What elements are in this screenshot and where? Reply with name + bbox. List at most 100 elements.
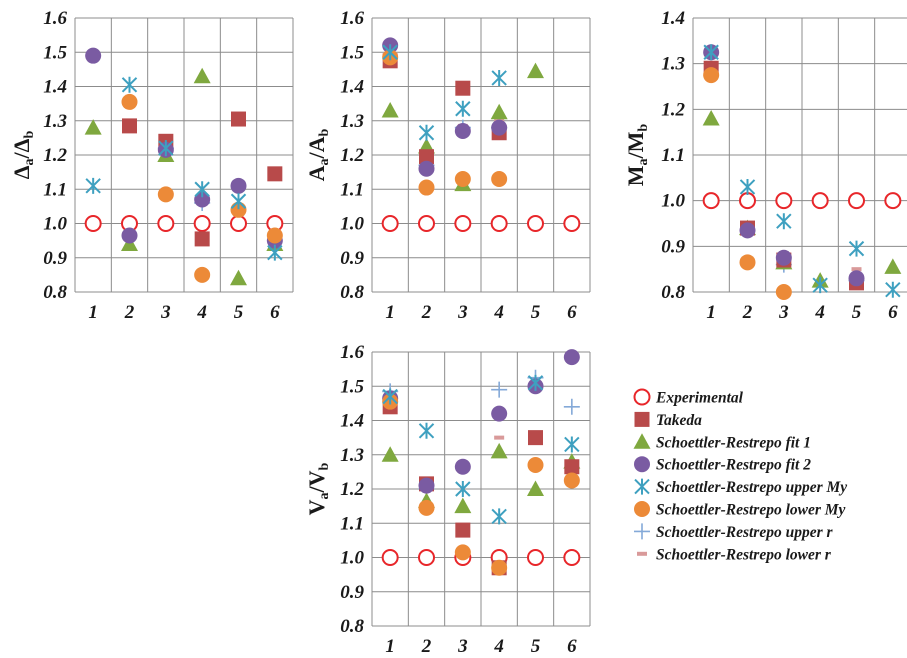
- x-tick-label: 4: [814, 302, 825, 323]
- data-point: [230, 177, 247, 194]
- legend-entry: Schoettler-Restrepo upper r: [634, 523, 833, 541]
- y-tick-label: 1.3: [661, 54, 685, 75]
- data-point: [158, 140, 174, 157]
- data-point: [494, 435, 505, 440]
- y-tick-label: 1.6: [340, 342, 364, 363]
- data-point: [775, 192, 793, 210]
- data-point: [527, 215, 544, 232]
- x-tick-label: 2: [421, 302, 432, 323]
- y-tick-label: 1.0: [340, 548, 364, 569]
- y-tick-label: 1.5: [43, 42, 67, 63]
- data-point: [230, 193, 247, 210]
- y-tick-label: 0.8: [661, 282, 685, 303]
- y-tick-label: 0.9: [340, 248, 364, 269]
- x-tick-label: 6: [567, 302, 577, 323]
- data-point: [418, 179, 435, 196]
- data-point: [527, 374, 544, 391]
- legend-marker: [634, 523, 650, 540]
- series-schoettler-restrepo-upper-my: [85, 76, 283, 261]
- data-point: [491, 381, 508, 398]
- data-point: [563, 215, 581, 232]
- legend-entry: Schoettler-Restrepo lower r: [637, 546, 832, 563]
- series-experimental: [381, 215, 581, 232]
- y-axis-label: Aa/Ab: [304, 128, 332, 181]
- data-point: [381, 215, 399, 232]
- data-point: [455, 80, 471, 96]
- y-tick-label: 1.4: [43, 77, 67, 98]
- y-tick-label: 1.1: [340, 179, 364, 200]
- data-point: [563, 549, 581, 566]
- x-tick-label: 5: [531, 302, 541, 323]
- data-point: [851, 267, 862, 272]
- series-schoettler-restrepo-lower-my: [703, 67, 792, 300]
- data-point: [455, 100, 471, 117]
- data-point: [157, 186, 174, 203]
- legend-label: Schoettler-Restrepo lower My: [656, 502, 846, 519]
- x-tick-label: 1: [88, 302, 98, 323]
- legend-label: Schoettler-Restrepo fit 2: [656, 457, 811, 474]
- data-point: [564, 436, 580, 453]
- chart-panel-3: 0.8 0.9 1.0 1.1 1.2 1.3 1.4 1 2 3 4 5 6 Ma/Mb: [623, 8, 907, 323]
- x-tick-label: 1: [385, 302, 395, 323]
- legend-label: Schoettler-Restrepo fit 1: [656, 434, 811, 451]
- y-tick-label: 1.5: [340, 376, 364, 397]
- y-axis-label: Va/Vb: [304, 462, 332, 515]
- x-tick-label: 5: [531, 636, 541, 657]
- x-tick-label: 4: [196, 302, 207, 323]
- x-tick-label: 4: [493, 636, 504, 657]
- data-point: [418, 215, 435, 232]
- legend-marker: [633, 433, 651, 449]
- data-point: [194, 191, 211, 208]
- x-tick-label: 5: [234, 302, 244, 323]
- data-point: [231, 111, 246, 127]
- data-point: [884, 192, 902, 210]
- data-point: [703, 44, 719, 61]
- x-tick-label: 3: [778, 302, 789, 323]
- data-point: [527, 457, 544, 474]
- x-tick-label: 2: [421, 636, 432, 657]
- y-tick-label: 1.6: [340, 8, 364, 29]
- data-point: [848, 240, 865, 257]
- x-tick-label: 6: [888, 302, 898, 323]
- data-point: [418, 160, 435, 177]
- data-point: [739, 192, 756, 210]
- y-tick-label: 1.2: [43, 145, 67, 166]
- data-point: [382, 44, 398, 61]
- x-tick-label: 2: [742, 302, 753, 323]
- data-point: [418, 124, 435, 141]
- data-point: [454, 215, 472, 232]
- data-point: [491, 508, 507, 525]
- y-tick-label: 0.9: [340, 582, 364, 603]
- legend-label: Schoettler-Restrepo upper My: [656, 479, 847, 496]
- legend-marker: [633, 388, 651, 406]
- data-point: [418, 477, 435, 494]
- data-point: [528, 430, 543, 446]
- x-tick-label: 4: [493, 302, 504, 323]
- data-point: [491, 119, 508, 136]
- data-point: [419, 149, 434, 165]
- data-point: [848, 192, 865, 210]
- series-schoettler-restrepo-fit-2: [85, 47, 283, 249]
- legend-entry: Experimental: [633, 388, 744, 407]
- y-tick-label: 0.8: [43, 282, 67, 303]
- data-point: [848, 270, 865, 287]
- chart-panel-2: 0.8 0.9 1.0 1.1 1.2 1.3 1.4 1.5 1.6 1 2 3 4 5 6 Aa/Ab: [304, 8, 591, 323]
- y-tick-label: 1.1: [340, 513, 364, 534]
- data-point: [230, 215, 247, 232]
- data-point: [455, 522, 471, 538]
- data-point: [418, 499, 435, 516]
- x-tick-label: 1: [706, 302, 716, 323]
- y-tick-label: 0.9: [43, 248, 67, 269]
- y-tick-label: 1.2: [340, 479, 364, 500]
- data-point: [812, 277, 828, 294]
- chart-panel-4: 0.8 0.9 1.0 1.1 1.2 1.3 1.4 1.5 1.6 1 2 3 4 5 6 Va/Vb: [304, 342, 591, 657]
- data-point: [157, 215, 175, 232]
- legend-entry: Takeda: [634, 411, 702, 429]
- data-point: [739, 222, 756, 239]
- y-tick-label: 1.1: [661, 145, 685, 166]
- series-experimental: [702, 192, 902, 210]
- data-point: [121, 93, 138, 110]
- data-point: [267, 244, 283, 261]
- data-point: [490, 442, 508, 459]
- y-tick-label: 1.2: [661, 99, 685, 120]
